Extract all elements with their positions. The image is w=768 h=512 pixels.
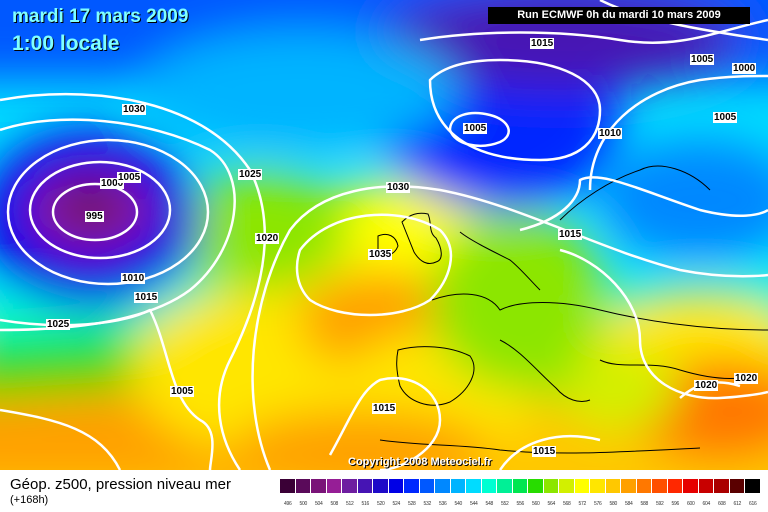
scale-tick-label: 588 bbox=[640, 501, 649, 507]
scale-swatch bbox=[466, 479, 482, 493]
isobar-label: 1035 bbox=[368, 249, 393, 260]
scale-tick-label: 552 bbox=[501, 501, 509, 507]
isobar-label: 1005 bbox=[170, 386, 195, 397]
isobar-label: 1000 bbox=[732, 63, 757, 74]
isobar-label: 1015 bbox=[372, 403, 397, 414]
isobar-label: 1015 bbox=[532, 446, 557, 457]
scale-swatch bbox=[512, 479, 528, 493]
isobar-label: 1010 bbox=[598, 128, 623, 139]
scale-tick-label: 580 bbox=[609, 501, 618, 507]
legend-title: Géop. z500, pression niveau mer bbox=[10, 476, 231, 493]
legend-footer: Géop. z500, pression niveau mer (+168h) … bbox=[0, 470, 768, 512]
scale-tick-label: 576 bbox=[594, 501, 602, 507]
scale-tick-label: 544 bbox=[470, 501, 478, 507]
scale-tick-label: 600 bbox=[687, 501, 695, 507]
scale-swatch bbox=[311, 479, 327, 493]
isobar-label: 1005 bbox=[463, 123, 488, 134]
scale-tick-label: 584 bbox=[625, 501, 633, 507]
scale-swatch bbox=[636, 479, 652, 493]
scale-swatch bbox=[590, 479, 606, 493]
isobar-label: 1005 bbox=[117, 172, 142, 183]
scale-swatch bbox=[497, 479, 513, 493]
scale-swatch bbox=[481, 479, 497, 493]
scale-tick-label: 596 bbox=[671, 501, 680, 507]
isobar-label: 1030 bbox=[386, 182, 411, 193]
scale-tick-label: 528 bbox=[408, 501, 416, 507]
scale-tick-label: 516 bbox=[361, 501, 370, 507]
scale-swatch bbox=[683, 479, 699, 493]
scale-tick-label: 612 bbox=[733, 501, 742, 507]
scale-swatch bbox=[652, 479, 668, 493]
model-run-label: Run ECMWF 0h du mardi 10 mars 2009 bbox=[488, 7, 750, 24]
scale-tick-label: 560 bbox=[532, 501, 540, 507]
forecast-date: mardi 17 mars 2009 bbox=[12, 6, 189, 27]
isobar-label: 1005 bbox=[713, 112, 738, 123]
scale-swatch bbox=[373, 479, 389, 493]
scale-swatch bbox=[326, 479, 342, 493]
scale-swatch bbox=[714, 479, 730, 493]
scale-swatch bbox=[419, 479, 435, 493]
scale-tick-label: 568 bbox=[563, 501, 571, 507]
scale-swatch bbox=[559, 479, 575, 493]
isobar-label: 1005 bbox=[690, 54, 715, 65]
isobar-label: 1010 bbox=[121, 273, 146, 284]
scale-tick-label: 604 bbox=[702, 501, 711, 507]
scale-swatch bbox=[280, 479, 296, 493]
scale-swatch bbox=[621, 479, 637, 493]
scale-tick-label: 548 bbox=[485, 501, 494, 507]
isobar-label: 1020 bbox=[255, 233, 280, 244]
scale-tick-label: 524 bbox=[392, 501, 401, 507]
scale-swatch bbox=[404, 479, 420, 493]
color-scale bbox=[280, 479, 761, 493]
scale-swatch bbox=[667, 479, 683, 493]
scale-tick-label: 564 bbox=[547, 501, 556, 507]
scale-swatch bbox=[528, 479, 544, 493]
isobar-label: 1025 bbox=[238, 169, 263, 180]
scale-tick-label: 520 bbox=[377, 501, 385, 507]
scale-swatch bbox=[342, 479, 358, 493]
scale-tick-label: 508 bbox=[330, 501, 339, 507]
isobar-label: 1020 bbox=[694, 380, 719, 391]
scale-swatch bbox=[543, 479, 559, 493]
geopotential-map bbox=[0, 0, 768, 470]
isobar-label: 1015 bbox=[558, 229, 583, 240]
scale-tick-label: 504 bbox=[315, 501, 323, 507]
scale-tick-label: 608 bbox=[718, 501, 726, 507]
isobar-label: 1025 bbox=[46, 319, 71, 330]
scale-tick-label: 536 bbox=[439, 501, 447, 507]
scale-tick-label: 616 bbox=[749, 501, 757, 507]
color-scale-labels: 496 500 504 508 512 516 520 524 528 532 536 540 544 5… bbox=[280, 501, 761, 507]
scale-tick-label: 500 bbox=[299, 501, 308, 507]
isobar-label: 995 bbox=[85, 211, 104, 222]
scale-tick-label: 532 bbox=[423, 501, 432, 507]
isobar-label: 1000 bbox=[100, 178, 125, 189]
scale-swatch bbox=[574, 479, 590, 493]
scale-tick-label: 572 bbox=[578, 501, 587, 507]
scale-swatch bbox=[450, 479, 466, 493]
scale-tick-label: 512 bbox=[346, 501, 354, 507]
scale-tick-label: 592 bbox=[656, 501, 664, 507]
legend-subtitle: (+168h) bbox=[10, 494, 49, 506]
scale-tick-label: 540 bbox=[454, 501, 463, 507]
scale-swatch bbox=[745, 479, 761, 493]
scale-swatch bbox=[435, 479, 451, 493]
isobar-label: 1015 bbox=[134, 292, 159, 303]
scale-swatch bbox=[698, 479, 714, 493]
scale-swatch bbox=[357, 479, 373, 493]
scale-tick-label: 496 bbox=[284, 501, 292, 507]
scale-swatch bbox=[388, 479, 404, 493]
scale-swatch bbox=[605, 479, 621, 493]
copyright-text: Copyright 2008 Meteociel.fr bbox=[348, 456, 492, 468]
forecast-time: 1:00 locale bbox=[12, 32, 120, 55]
scale-swatch bbox=[295, 479, 311, 493]
scale-tick-label: 556 bbox=[516, 501, 525, 507]
isobar-label: 1020 bbox=[734, 373, 759, 384]
isobar-label: 1015 bbox=[530, 38, 555, 49]
isobar-label: 1030 bbox=[122, 104, 147, 115]
scale-swatch bbox=[729, 479, 745, 493]
